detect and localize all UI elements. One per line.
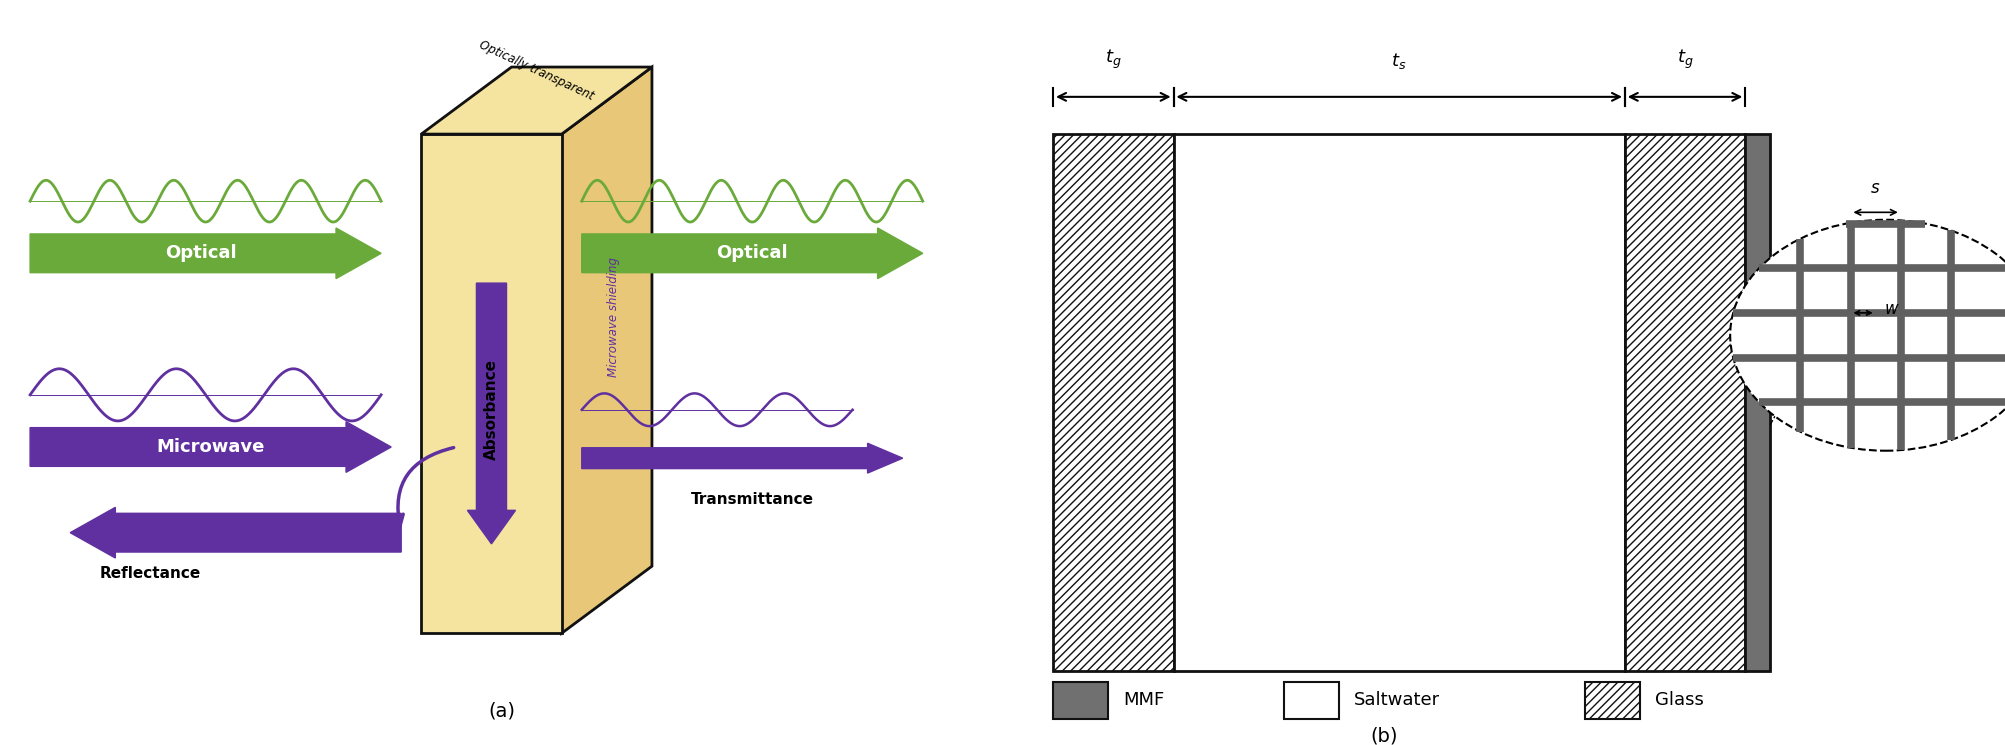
Polygon shape [561, 67, 652, 633]
Text: Microwave shielding: Microwave shielding [608, 256, 620, 377]
Bar [1053, 682, 1107, 719]
Text: $w$: $w$ [1883, 300, 1899, 318]
Text: Optical: Optical [716, 244, 788, 262]
FancyArrow shape [581, 228, 922, 279]
Text: Saltwater: Saltwater [1353, 691, 1440, 709]
Text: $s$: $s$ [1869, 180, 1881, 197]
FancyArrow shape [581, 443, 902, 473]
Text: (b): (b) [1369, 726, 1397, 745]
Polygon shape [421, 67, 652, 134]
Circle shape [1728, 220, 2005, 451]
FancyArrow shape [70, 507, 401, 558]
Text: $t_g$: $t_g$ [1105, 48, 1121, 71]
Text: $t_g$: $t_g$ [1676, 48, 1692, 71]
Text: Glass: Glass [1654, 691, 1702, 709]
Polygon shape [421, 134, 561, 633]
Bar [1053, 134, 1173, 670]
Text: Transmittance: Transmittance [690, 492, 814, 507]
Text: MMF: MMF [1123, 691, 1165, 709]
FancyArrow shape [30, 228, 381, 279]
Text: Reflectance: Reflectance [100, 566, 200, 581]
FancyArrowPatch shape [393, 448, 453, 526]
Bar [1584, 682, 1640, 719]
Text: $t_s$: $t_s$ [1391, 51, 1406, 71]
FancyArrow shape [30, 422, 391, 472]
Text: Absorbance: Absorbance [483, 359, 499, 460]
Bar [1283, 682, 1339, 719]
Text: Microwave: Microwave [156, 438, 265, 456]
Bar [1173, 134, 1624, 670]
Text: (a): (a) [487, 702, 515, 721]
FancyArrow shape [467, 283, 515, 544]
Text: Optically transparent: Optically transparent [477, 39, 595, 103]
Bar [1624, 134, 1744, 670]
Text: Optical: Optical [164, 244, 237, 262]
Bar [1744, 134, 1770, 670]
